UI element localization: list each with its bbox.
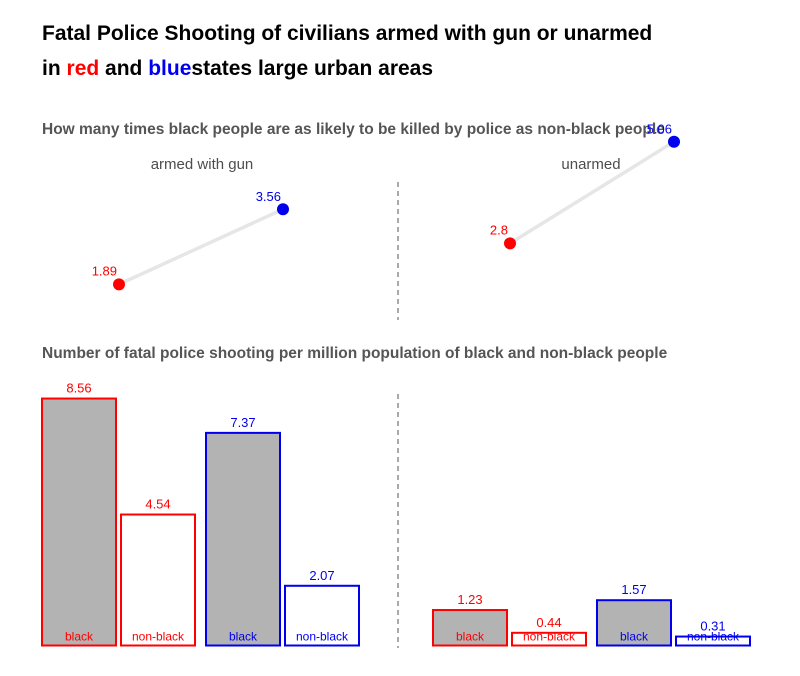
dumbbell-point-red xyxy=(113,278,125,291)
panel-label-1: armed with gun xyxy=(151,156,254,173)
bar-value-label: 1.23 xyxy=(457,592,482,607)
bar-value-label: 0.31 xyxy=(700,619,725,634)
bar-category-label: black xyxy=(229,630,258,644)
dumbbell-segment xyxy=(118,207,284,286)
bar-category-label: black xyxy=(620,630,649,644)
bar-value-label: 1.57 xyxy=(621,582,646,597)
bar-blue-black xyxy=(596,599,672,647)
panel-label-2: unarmed xyxy=(561,156,620,173)
bar-red-black xyxy=(41,397,117,647)
title-blue-word: blue xyxy=(148,57,192,80)
bar-category-label: non-black xyxy=(523,630,576,644)
bar-blue-non-black xyxy=(284,584,360,647)
dumbbell-label-blue: 5.06 xyxy=(647,122,672,137)
dumbbell-point-blue xyxy=(277,203,289,216)
chart-title-line1: Fatal Police Shooting of civilians armed… xyxy=(42,22,653,45)
bar-value-label: 2.07 xyxy=(309,568,334,583)
bar-category-label: non-black xyxy=(687,630,740,644)
bar-value-label: 7.37 xyxy=(230,415,255,430)
bar-red-black xyxy=(432,609,508,647)
dumbbell-subtitle: How many times black people are as likel… xyxy=(42,121,665,138)
dumbbell-label-red: 2.8 xyxy=(490,222,508,237)
bar-category-label: non-black xyxy=(296,630,349,644)
bar-blue-black xyxy=(205,431,281,647)
title-prefix: in xyxy=(42,57,61,80)
bar-category-label: black xyxy=(65,630,94,644)
dumbbell-label-red: 1.89 xyxy=(92,263,117,278)
dumbbell-label-blue: 3.56 xyxy=(256,189,281,204)
title-suffix: states large urban areas xyxy=(191,57,434,80)
chart-title-line2: in red and bluestates large urban areas xyxy=(42,57,433,81)
bar-category-label: non-black xyxy=(132,630,185,644)
bar-value-label: 4.54 xyxy=(145,497,170,512)
dumbbell-segment xyxy=(509,140,675,245)
dumbbell-point-red xyxy=(504,237,516,250)
bar-red-non-black xyxy=(511,631,587,647)
dumbbell-point-blue xyxy=(668,135,680,148)
bar-value-label: 8.56 xyxy=(66,381,91,396)
title-and: and xyxy=(105,57,143,80)
bar-subtitle: Number of fatal police shooting per mill… xyxy=(42,345,668,362)
bar-value-label: 0.44 xyxy=(536,615,561,630)
bar-blue-non-black xyxy=(675,635,751,647)
bar-red-non-black xyxy=(120,513,196,647)
bar-category-label: black xyxy=(456,630,485,644)
title-red-word: red xyxy=(66,57,100,80)
